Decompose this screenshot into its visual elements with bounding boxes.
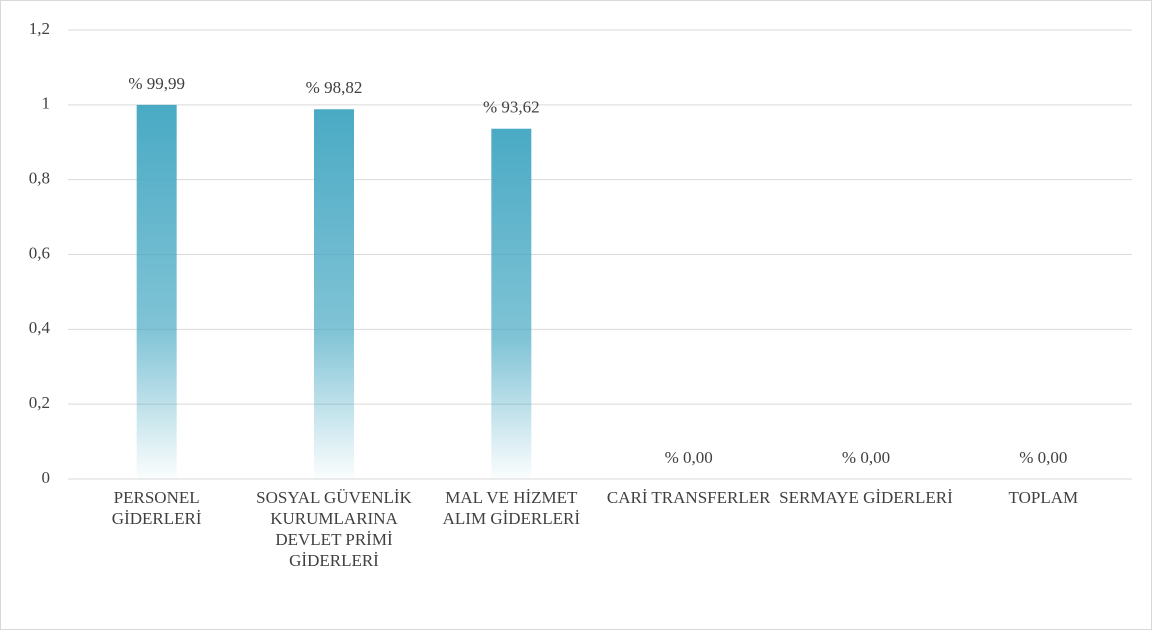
x-tick-label-box: SERMAYE GİDERLERİ <box>779 488 953 507</box>
y-tick-label: 0,6 <box>29 243 50 262</box>
y-tick-label: 0,4 <box>29 318 51 337</box>
y-tick-label: 1 <box>42 94 51 113</box>
value-label: % 0,00 <box>842 448 890 467</box>
x-tick-label: CARİ TRANSFERLER <box>606 488 771 507</box>
y-tick-label: 0,8 <box>29 169 50 188</box>
y-tick-label: 0,2 <box>29 393 50 412</box>
bar <box>314 109 354 479</box>
bar <box>491 128 532 479</box>
value-label: % 98,82 <box>306 78 363 97</box>
x-tick-label: SOSYAL GÜVENLİK KURUMLARINA DEVLET PRİMİ… <box>256 488 412 570</box>
y-tick-label: 1,2 <box>29 19 50 38</box>
x-tick-label-box: CARİ TRANSFERLER <box>606 488 771 507</box>
x-tick-label: MAL VE HİZMET ALIM GİDERLERİ <box>442 488 581 528</box>
x-tick-label-box: PERSONEL GİDERLERİ <box>111 488 202 528</box>
y-tick-label: 0 <box>42 468 51 487</box>
x-tick-label-box: SOSYAL GÜVENLİK KURUMLARINA DEVLET PRİMİ… <box>256 488 412 570</box>
x-tick-label: TOPLAM <box>1008 488 1079 507</box>
x-tick-label: PERSONEL GİDERLERİ <box>111 488 202 528</box>
x-tick-label-box: TOPLAM <box>1008 488 1079 507</box>
value-label: % 0,00 <box>665 448 713 467</box>
bar <box>136 104 177 479</box>
value-label: % 99,99 <box>128 74 185 93</box>
value-label: % 0,00 <box>1019 448 1067 467</box>
value-label: % 93,62 <box>483 98 540 117</box>
x-tick-label: SERMAYE GİDERLERİ <box>779 488 953 507</box>
x-tick-label-box: MAL VE HİZMET ALIM GİDERLERİ <box>442 488 581 528</box>
